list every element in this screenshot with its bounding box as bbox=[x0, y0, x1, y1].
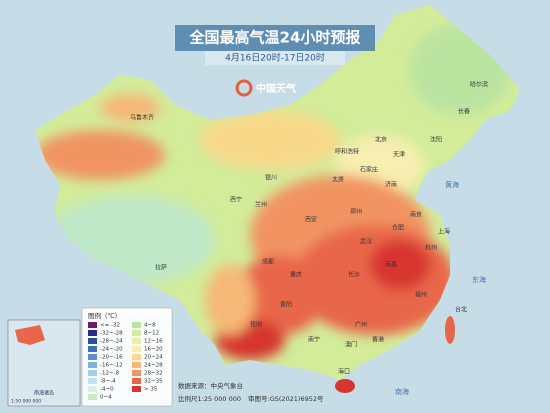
legend-swatch bbox=[88, 354, 97, 360]
city: 海口 bbox=[338, 368, 350, 376]
legend-swatch bbox=[132, 354, 141, 360]
city: 呼和浩特 bbox=[335, 148, 359, 156]
legend-swatch bbox=[88, 330, 97, 336]
legend-label: 16~20 bbox=[144, 347, 163, 353]
city: 重庆 bbox=[290, 271, 302, 279]
city: 北京 bbox=[375, 136, 387, 144]
legend-label: -32~-28 bbox=[100, 331, 123, 337]
legend-label: -20~-16 bbox=[100, 355, 123, 361]
legend-label: -12~-8 bbox=[100, 371, 120, 377]
legend-swatch bbox=[88, 322, 97, 328]
title-banner bbox=[175, 25, 375, 51]
legend-swatch bbox=[132, 370, 141, 376]
legend-label: 4~8 bbox=[144, 323, 156, 329]
legend-swatch bbox=[132, 362, 141, 368]
legend-swatch bbox=[88, 346, 97, 352]
logo: 中国天气 bbox=[256, 82, 296, 95]
legend-label: 12~16 bbox=[144, 339, 163, 345]
legend-swatch bbox=[132, 338, 141, 344]
legend-label: -28~-24 bbox=[100, 339, 123, 345]
legend-label: -24~-20 bbox=[100, 347, 123, 353]
legend-swatch bbox=[132, 378, 141, 384]
city: 长沙 bbox=[348, 271, 360, 279]
legend-label: 32~35 bbox=[144, 379, 163, 385]
legend-swatch bbox=[88, 394, 97, 400]
city: 南宁 bbox=[308, 336, 320, 344]
city: 西安 bbox=[305, 216, 317, 224]
sea-label: 东海 bbox=[472, 275, 486, 284]
city: 兰州 bbox=[255, 201, 267, 209]
city: 昆明 bbox=[250, 322, 262, 329]
title: 全国最高气温24小时预报 bbox=[189, 29, 361, 47]
city: 武汉 bbox=[360, 238, 372, 246]
legend-label: > 35 bbox=[144, 387, 158, 393]
city: 南昌 bbox=[385, 261, 397, 269]
subtitle: 4月16日20时-17日20时 bbox=[225, 52, 325, 64]
city: 石家庄 bbox=[360, 166, 378, 174]
city: 太原 bbox=[332, 176, 344, 184]
sea-label: 南海 bbox=[395, 387, 409, 396]
city: 南京 bbox=[410, 211, 422, 219]
legend-title: 图例（℃） bbox=[88, 311, 121, 320]
city: 拉萨 bbox=[155, 264, 167, 272]
legend-label: 8~12 bbox=[144, 331, 159, 337]
city-labels: 乌鲁木齐 拉萨 西宁 兰州 银川 呼和浩特 北京 天津 石家庄 太原 济南 郑州… bbox=[130, 81, 488, 376]
legend-swatch bbox=[132, 330, 141, 336]
city: 合肥 bbox=[392, 224, 404, 232]
legend-label: -8~-4 bbox=[100, 379, 116, 385]
legend-swatch bbox=[132, 322, 141, 328]
legend-label: <= -32 bbox=[100, 323, 120, 329]
legend-label: 24~28 bbox=[144, 363, 163, 369]
city: 成都 bbox=[262, 258, 274, 266]
city: 银川 bbox=[265, 174, 277, 182]
city: 澳门 bbox=[345, 341, 357, 349]
legend-label: -4~0 bbox=[100, 387, 114, 393]
city: 上海 bbox=[438, 228, 450, 236]
city: 沈阳 bbox=[430, 136, 442, 144]
city: 济南 bbox=[385, 181, 397, 189]
scale: 比例尺1:25 000 000 bbox=[178, 394, 241, 403]
legend-swatch bbox=[88, 386, 97, 392]
city: 香港 bbox=[372, 336, 384, 344]
legend-label: -16~-12 bbox=[100, 363, 123, 369]
inset-land bbox=[15, 325, 45, 345]
city: 广州 bbox=[355, 321, 367, 329]
city: 乌鲁木齐 bbox=[130, 114, 154, 122]
city: 长春 bbox=[458, 108, 470, 116]
inset-label: 南海诸岛 bbox=[34, 390, 54, 397]
logo-icon bbox=[235, 79, 253, 97]
legend-label: 28~32 bbox=[144, 371, 163, 377]
city: 福州 bbox=[415, 291, 427, 299]
subtitle-bg bbox=[205, 51, 345, 65]
legend-swatch bbox=[132, 386, 141, 392]
legend-label: 0~4 bbox=[100, 395, 112, 401]
legend-swatch bbox=[88, 338, 97, 344]
legend-swatch bbox=[88, 378, 97, 384]
city: 哈尔滨 bbox=[470, 81, 488, 89]
legend-swatch bbox=[132, 346, 141, 352]
legend-label: 20~24 bbox=[144, 355, 163, 361]
source: 数据来源：中央气象台 bbox=[178, 381, 243, 390]
city: 台北 bbox=[455, 306, 467, 314]
sea-label: 黄海 bbox=[445, 180, 459, 189]
city: 郑州 bbox=[350, 208, 362, 216]
approval: 审图号:GS(2021)6952号 bbox=[248, 394, 324, 403]
city: 天津 bbox=[393, 152, 405, 159]
city: 西宁 bbox=[230, 196, 242, 204]
legend-items: <= -32 -32~-28 -28~-24 -24~-20 -20~-16 -16~-1… bbox=[88, 322, 163, 401]
taiwan bbox=[445, 316, 455, 344]
hainan bbox=[335, 379, 355, 393]
inset-scale: 1:50 000 000 bbox=[11, 399, 41, 405]
legend-swatch bbox=[88, 362, 97, 368]
city: 杭州 bbox=[425, 244, 437, 252]
city: 贵阳 bbox=[280, 301, 292, 309]
legend-swatch bbox=[88, 370, 97, 376]
